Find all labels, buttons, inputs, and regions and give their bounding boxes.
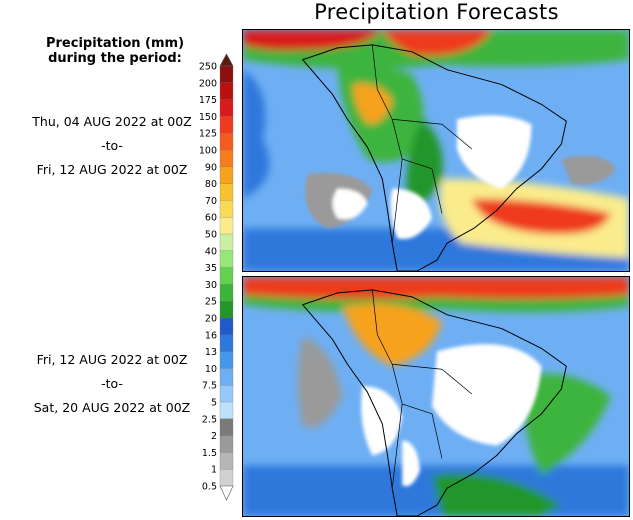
colorbar-segment [219, 351, 234, 369]
colorbar-tick-label: 70 [205, 196, 217, 207]
precip-field-top [243, 30, 629, 271]
coastline-bottom [301, 289, 567, 516]
period-top-separator: -to- [101, 138, 123, 153]
colorbar-tick-label: 16 [205, 330, 217, 341]
colorbar-segment [219, 183, 234, 201]
precip-itcz-b [243, 277, 629, 299]
coastline-top [301, 44, 567, 271]
colorbar-segment [219, 301, 234, 319]
colorbar-segment [219, 418, 234, 437]
colorbar-tick-label: 2 [211, 431, 217, 442]
legend-header-line1: Precipitation (mm) [45, 36, 185, 51]
colorbar-tick-label: 5 [211, 398, 217, 409]
chart-title: Precipitation Forecasts [314, 0, 559, 24]
colorbar-tick-label: 1.5 [202, 448, 217, 459]
south-green-b [432, 473, 562, 516]
colorbar-segment [219, 82, 234, 101]
colorbar-tick-label: 20 [205, 314, 217, 325]
atlantic-front-core [471, 198, 612, 235]
colorbar-bottom-arrow [219, 485, 234, 501]
colorbar-tick-label: 50 [205, 230, 217, 241]
dry-areas-bottom [361, 344, 542, 487]
period-bottom-start: Fri, 12 AUG 2022 at 00Z [36, 352, 188, 367]
colorbar-segment [219, 233, 234, 252]
colorbar-tick-label: 250 [199, 62, 217, 73]
colorbar-tick-label: 13 [205, 347, 217, 358]
central-green [406, 119, 443, 205]
map-panel-bottom [242, 276, 630, 517]
colorbar-segment [219, 99, 234, 117]
colorbar-segment [219, 166, 234, 185]
map-panel-top [242, 29, 630, 272]
borders-bottom [371, 289, 473, 489]
colorbar-tick-label: 10 [205, 364, 217, 375]
colorbar-segment [219, 250, 234, 269]
chile-dry-b [402, 440, 421, 487]
atlantic-green-b [521, 373, 612, 476]
precip-itcz-west [243, 30, 383, 51]
colorbar-tick-label: 175 [199, 95, 217, 106]
colorbar-segment [219, 284, 234, 302]
deep-ocean-west [243, 69, 270, 199]
colorbar-segment [219, 116, 234, 134]
andes-north-heavy [352, 83, 393, 125]
precip-field-bottom [243, 277, 629, 516]
period-top-start: Thu, 04 AUG 2022 at 00Z [32, 114, 192, 129]
colorbar-tick-label: 60 [205, 213, 217, 224]
colorbar-tick-label: 7.5 [202, 381, 217, 392]
colorbar-top-arrow [219, 53, 234, 67]
colorbar-tick-label: 40 [205, 246, 217, 257]
colorbar-tick-label: 80 [205, 179, 217, 190]
precip-itcz-mid [382, 30, 492, 56]
colorbar-segment [219, 469, 234, 487]
colorbar-tick-label: 35 [205, 263, 217, 274]
colorbar-segment [219, 435, 234, 453]
colombia-heavy-b [342, 303, 442, 367]
atlantic-gray-patch [561, 155, 617, 185]
period-top-end: Fri, 12 AUG 2022 at 00Z [36, 162, 188, 177]
colorbar-tick-label: 0.5 [202, 482, 217, 493]
brazil-dry-b [432, 344, 542, 446]
colorbar-tick-label: 2.5 [202, 414, 217, 425]
colorbar-segment [219, 334, 234, 353]
andes-dry-patch [390, 188, 433, 240]
colorbar-tick-label: 100 [199, 146, 217, 157]
colorbar-segment [219, 401, 234, 420]
colorbar-tick-label: 1 [211, 465, 217, 476]
period-bottom-separator: -to- [101, 376, 123, 391]
dry-areas-top [305, 115, 617, 240]
period-top: Thu, 04 AUG 2022 at 00Z -to- Fri, 12 AUG… [18, 110, 206, 182]
colorbar-segment [219, 217, 234, 235]
colorbar-tick-label: 90 [205, 162, 217, 173]
colorbar-tick-label: 150 [199, 112, 217, 123]
pacific-gray-b [297, 336, 343, 428]
period-bottom: Fri, 12 AUG 2022 at 00Z -to- Sat, 20 AUG… [18, 348, 206, 420]
colorbar-segment [219, 385, 234, 403]
colorbar-tick-label: 200 [199, 78, 217, 89]
colorbar-segment [219, 200, 234, 218]
legend-header-line2: during the period: [48, 51, 182, 66]
colorbar-segment [219, 267, 234, 285]
colorbar-segment [219, 149, 234, 168]
colorbar-tick-label: 25 [205, 297, 217, 308]
pacific-dry-patch [332, 188, 368, 220]
andes-dry-b [361, 386, 403, 456]
colorbar-segment [219, 368, 234, 386]
colorbar: 2502001751501251009080706050403530252016… [199, 53, 234, 501]
colorbar-segment [219, 65, 234, 84]
colorbar-segment [219, 317, 234, 336]
colorbar-tick-label: 125 [199, 129, 217, 140]
borders-top [371, 44, 473, 244]
colorbar-segment [219, 133, 234, 151]
period-bottom-end: Sat, 20 AUG 2022 at 00Z [33, 400, 191, 415]
brazil-dry [456, 115, 532, 189]
colorbar-segment [219, 452, 234, 470]
map-bottom-svg [243, 277, 629, 516]
legend-header: Precipitation (mm) during the period: [30, 36, 200, 66]
map-top-svg [243, 30, 629, 271]
colorbar-tick-label: 30 [205, 280, 217, 291]
